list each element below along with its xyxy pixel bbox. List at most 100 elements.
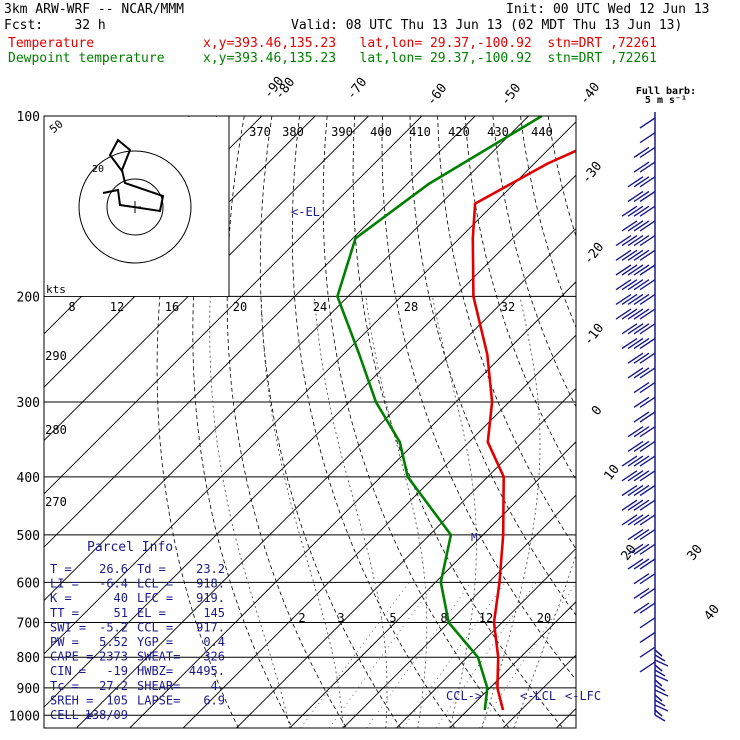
dry-adiabat (547, 116, 576, 238)
wind-barb (627, 323, 644, 335)
wind-barb (627, 308, 644, 320)
wind-barb (633, 205, 650, 217)
theta-label: 290 (45, 349, 67, 363)
parcel-field-label: HWBZ= (137, 664, 173, 678)
isotherm (44, 121, 576, 655)
parcel-field-value: 5.52 (99, 635, 128, 649)
parcel-field-label: TT = (50, 606, 79, 620)
sounding-profiles (336, 116, 576, 711)
wind-barb (639, 132, 656, 144)
wind-barb (639, 499, 656, 511)
wind-barb (639, 573, 656, 585)
wind-barb (654, 679, 663, 687)
wind-barb (633, 176, 650, 188)
wind-barb (633, 146, 650, 158)
parcel-field-value: 51 (114, 606, 128, 620)
wind-barb (633, 264, 650, 276)
wind-barb (654, 649, 663, 657)
wind-barb (639, 190, 656, 203)
wind-barb (639, 220, 656, 232)
parcel-field-label: PW = (50, 635, 79, 649)
hodograph-speed-label: 16 (165, 300, 179, 314)
hodograph-trace (102, 138, 165, 213)
parcel-field-value: 23.2 (196, 562, 225, 576)
wind-barb (627, 279, 644, 291)
parcel-field-value: 4495. (189, 664, 225, 678)
wind-barb (639, 646, 656, 658)
wind-barb (627, 235, 644, 247)
wind-barb (627, 249, 644, 261)
parcel-field-value: 6.9 (203, 693, 225, 707)
mixing-ratio-label: 20 (537, 611, 551, 625)
isotherm (502, 654, 576, 728)
pressure-tick-label: 400 (17, 471, 40, 486)
wind-barb (633, 337, 650, 350)
wind-barb (639, 426, 656, 438)
wind-barb (639, 411, 656, 423)
wind-barb (654, 674, 669, 682)
wind-barb (627, 499, 644, 511)
parcel-field-value: 918. (196, 577, 225, 591)
wind-legend-title: Full barb: (636, 86, 696, 97)
wind-barb (621, 205, 638, 217)
wind-barb (633, 352, 650, 364)
dry-adiabat (381, 116, 576, 681)
wind-barb (639, 146, 656, 158)
moist-adiabat (209, 296, 291, 728)
dry-adiabat (714, 116, 740, 728)
wind-barb (615, 308, 632, 320)
wind-barb (639, 543, 656, 555)
wind-barb (627, 337, 644, 350)
hodograph-speed-label: 32 (501, 300, 515, 314)
wind-barb (654, 654, 666, 662)
parcel-field-label: SREH = (50, 693, 93, 707)
wind-barb (621, 293, 638, 305)
wind-barb (627, 205, 644, 217)
wind-barb (633, 543, 650, 555)
isotherm (76, 227, 576, 728)
parcel-field-value: 919. (196, 591, 225, 605)
theta-label: 420 (448, 125, 470, 139)
parcel-field-label: YGP = (137, 635, 173, 649)
dry-adiabat (192, 116, 293, 728)
wind-barb (654, 709, 663, 717)
wind-barb (639, 235, 656, 247)
wind-barb (654, 659, 669, 667)
plot-frame (43, 115, 577, 729)
theta-label: 390 (331, 125, 353, 139)
mixing-ratio-label: 12 (479, 611, 493, 625)
dewpoint-legend: Dewpoint temperature (8, 51, 165, 66)
wind-barb (639, 470, 656, 482)
wind-barb (639, 323, 656, 335)
wind-barb (615, 235, 632, 247)
wind-barb (633, 587, 650, 599)
parcel-field-value: -19 (106, 664, 128, 678)
m-annotation: M (471, 531, 478, 544)
wind-barb (654, 704, 669, 712)
wind-barb (633, 190, 650, 203)
wind-barb (621, 249, 638, 261)
theta-label: 430 (487, 125, 509, 139)
pressure-tick-label: 900 (17, 682, 40, 697)
parcel-field-value: 0.4 (203, 635, 225, 649)
parcel-field-label: Tc = (50, 679, 79, 693)
wind-barb (627, 426, 644, 438)
isotherm-label: -50 (498, 81, 524, 109)
wind-barb (633, 470, 650, 482)
wind-barb (639, 308, 656, 320)
parcel-field-label: LI = (50, 577, 79, 591)
parcel-field-label: SWI = (50, 620, 86, 634)
wind-barb (639, 558, 656, 570)
isotherm (342, 494, 576, 728)
wind-barb (633, 411, 650, 423)
dewpoint-location: x,y=393.46,135.23 lat,lon= 29.37,-100.92… (203, 51, 657, 66)
wind-barb (627, 264, 644, 276)
parcel-field-value: 917. (196, 620, 225, 634)
dewpoint-profile (336, 116, 543, 711)
parcel-info-title: Parcel Info (87, 540, 173, 555)
isotherm (44, 116, 476, 548)
theta-label: 370 (249, 125, 271, 139)
dry-adiabat (492, 116, 576, 408)
parcel-field-value: 2373 (99, 650, 128, 664)
